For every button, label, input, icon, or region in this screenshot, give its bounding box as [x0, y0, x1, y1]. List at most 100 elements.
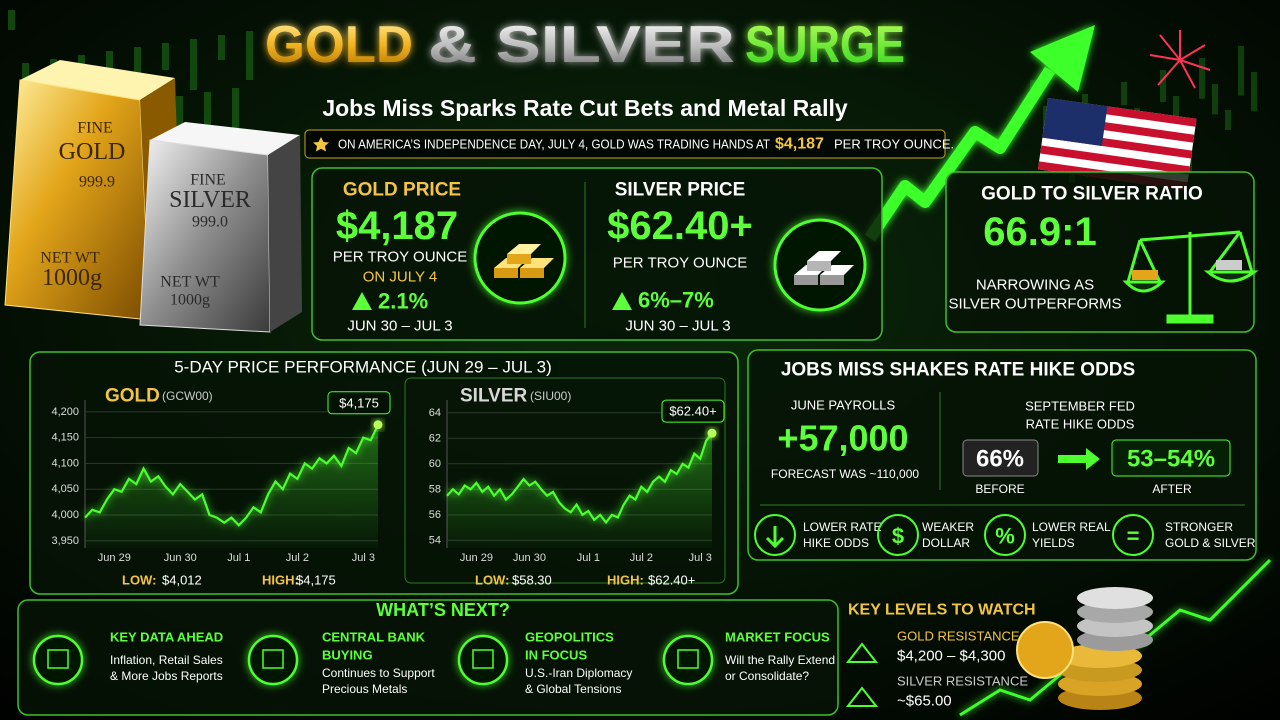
- x-tick-label: Jul 3: [689, 552, 712, 564]
- text: WHAT’S NEXT?: [376, 600, 510, 620]
- text: MARKET FOCUS: [725, 630, 830, 645]
- text: GOLD TO SILVER RATIO: [981, 184, 1203, 205]
- text: NET WT: [160, 274, 220, 291]
- ratio-panel: [945, 171, 1255, 333]
- text: & SILVER: [428, 16, 735, 74]
- gold-icon: [473, 211, 567, 305]
- y-tick-label: 4,200: [51, 406, 79, 418]
- text: 5-DAY PRICE PERFORMANCE (JUN 29 – JUL 3): [174, 358, 552, 377]
- whats-next-panel: [17, 599, 839, 716]
- up-icon: [612, 292, 632, 310]
- text: Inflation, Retail Sales: [110, 653, 223, 667]
- text: GOLD PRICE: [343, 180, 461, 201]
- text: Will the Rally Extend: [725, 653, 835, 667]
- text: LOW:: [122, 573, 156, 588]
- line-area: [447, 433, 712, 548]
- text: ~$65.00: [897, 693, 952, 710]
- text: $: [892, 524, 904, 549]
- text: $4,175: [296, 573, 336, 588]
- decor-candle: [246, 31, 253, 80]
- text: FINE: [77, 120, 113, 137]
- price-line: [446, 432, 713, 525]
- y-tick-label: 54: [429, 534, 441, 546]
- y-tick-label: 4,000: [51, 509, 79, 521]
- rally-arrow: [865, 25, 1095, 242]
- text: HIKE ODDS: [803, 536, 869, 550]
- text: GOLD: [265, 16, 413, 74]
- item-icon: [662, 634, 714, 686]
- y-tick-label: 4,150: [51, 432, 79, 444]
- text: PER TROY OUNCE.: [834, 137, 954, 152]
- value-label: $4,175: [339, 395, 379, 410]
- price-panel: [311, 167, 883, 341]
- item-icon-detail: [472, 649, 494, 669]
- text: $62.40+: [648, 573, 695, 588]
- decor-candle: [1160, 70, 1166, 102]
- value-label-box: [661, 399, 725, 423]
- text: 53–54%: [1127, 446, 1215, 473]
- y-tick-label: 4,050: [51, 483, 79, 495]
- effect-icon: [984, 514, 1026, 556]
- text: Precious Metals: [322, 682, 407, 696]
- y-tick-label: 3,950: [51, 535, 79, 547]
- text: SURGE: [745, 16, 905, 74]
- decor-candle: [1251, 72, 1257, 112]
- text: Jobs Miss Sparks Rate Cut Bets and Metal…: [322, 95, 848, 121]
- text: JUN 30 – JUL 3: [347, 318, 452, 335]
- text: %: [995, 524, 1015, 549]
- scale-icon: [1122, 230, 1259, 324]
- text: BUYING: [322, 648, 373, 663]
- text: $4,187: [336, 204, 458, 248]
- text: PER TROY OUNCE: [333, 249, 467, 266]
- item-icon: [457, 634, 509, 686]
- text: FINE: [190, 172, 226, 189]
- effect-icon: [754, 514, 796, 556]
- text: 6%–7%: [638, 288, 714, 313]
- decor-candle: [1212, 84, 1218, 115]
- x-tick-label: Jul 1: [577, 552, 600, 564]
- decor-candle: [106, 51, 113, 80]
- text: SILVER OUTPERFORMS: [948, 296, 1121, 313]
- banner-box: [304, 129, 946, 159]
- section-title-bg: [168, 357, 558, 379]
- text: ON AMERICA’S INDEPENDENCE DAY, JULY 4, G…: [338, 137, 770, 152]
- x-tick-label: Jul 2: [630, 552, 653, 564]
- text: $4,200 – $4,300: [897, 648, 1005, 665]
- text: GOLD: [105, 386, 160, 407]
- up-icon: [352, 292, 372, 310]
- value-label-box: [327, 391, 391, 415]
- text: SILVER: [169, 187, 251, 213]
- y-tick-label: 58: [429, 483, 441, 495]
- y-tick-label: 60: [429, 458, 441, 470]
- x-tick-label: Jul 3: [352, 552, 375, 564]
- text: $4,012: [162, 573, 202, 588]
- end-point: [707, 428, 717, 438]
- y-tick-label: 62: [429, 432, 441, 444]
- decor-candle: [1173, 96, 1179, 118]
- key-levels-decor: [845, 558, 1272, 717]
- decor-candle: [162, 43, 169, 70]
- text: 2.1%: [378, 289, 428, 314]
- text: GEOPOLITICS: [525, 630, 614, 645]
- text: =: [1127, 524, 1140, 549]
- decor-candle: [232, 88, 239, 150]
- x-tick-label: Jun 30: [164, 552, 197, 564]
- text: STRONGER: [1165, 520, 1233, 534]
- y-tick-label: 4,100: [51, 457, 79, 469]
- text: $4,187: [775, 136, 824, 153]
- line-area: [85, 424, 378, 548]
- text: +57,000: [777, 418, 908, 459]
- text: IN FOCUS: [525, 648, 587, 663]
- item-icon-detail: [262, 649, 284, 669]
- text: NET WT: [40, 250, 100, 267]
- item-icon: [32, 634, 84, 686]
- text: GOLD & SILVER: [1165, 536, 1256, 550]
- text: NARROWING AS: [976, 277, 1094, 294]
- effect-icon: [877, 514, 919, 556]
- text: HIGH:: [262, 573, 299, 588]
- text: BEFORE: [975, 482, 1024, 496]
- text: KEY LEVELS TO WATCH: [848, 602, 1036, 619]
- text: SILVER PRICE: [615, 180, 746, 201]
